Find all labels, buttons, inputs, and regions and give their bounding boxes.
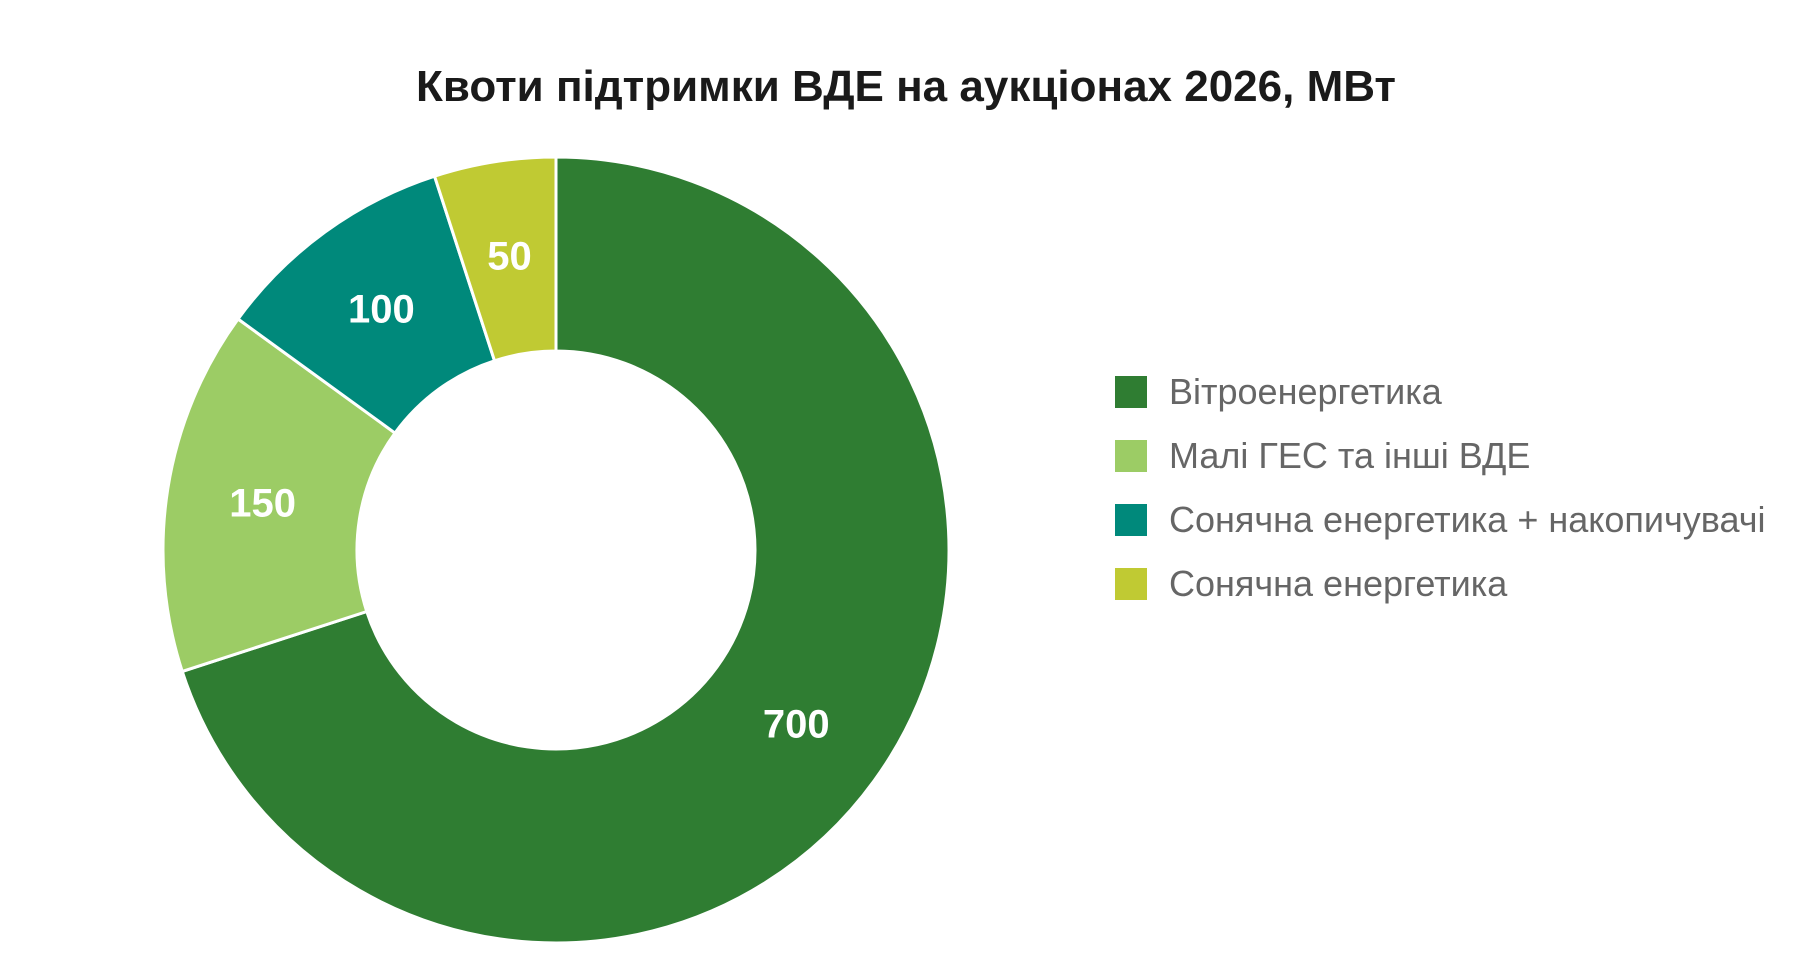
slice-labels: 700 150 100 50	[229, 235, 829, 747]
donut-slice-solar[interactable]	[432, 155, 558, 363]
legend-swatch	[1115, 504, 1147, 536]
legend-label: Сонячна енергетика + накопичувачі	[1169, 499, 1766, 540]
legend-swatch	[1115, 568, 1147, 600]
legend-item-wind[interactable]: Вітроенергетика	[1115, 360, 1766, 424]
legend-swatch	[1115, 376, 1147, 408]
data-label-solar: 50	[487, 235, 532, 279]
donut-slices	[161, 155, 951, 945]
legend-label: Малі ГЕС та інші ВДЕ	[1169, 435, 1531, 476]
legend-item-small-hydro[interactable]: Малі ГЕС та інші ВДЕ	[1115, 424, 1766, 488]
legend-label: Вітроенергетика	[1169, 371, 1442, 412]
data-label-solar-storage: 100	[348, 288, 415, 332]
legend-swatch	[1115, 440, 1147, 472]
legend-label: Сонячна енергетика	[1169, 563, 1508, 604]
legend-item-solar-storage[interactable]: Сонячна енергетика + накопичувачі	[1115, 488, 1766, 552]
chart-legend: Вітроенергетика Малі ГЕС та інші ВДЕ Сон…	[1115, 360, 1766, 616]
donut-slice-wind[interactable]	[180, 155, 951, 945]
legend-item-solar[interactable]: Сонячна енергетика	[1115, 552, 1766, 616]
chart-title: Квоти підтримки ВДЕ на аукціонах 2026, М…	[416, 62, 1396, 111]
donut-slice-small-hydro[interactable]	[161, 316, 398, 674]
data-label-small-hydro: 150	[229, 482, 296, 526]
data-label-wind: 700	[763, 703, 830, 747]
